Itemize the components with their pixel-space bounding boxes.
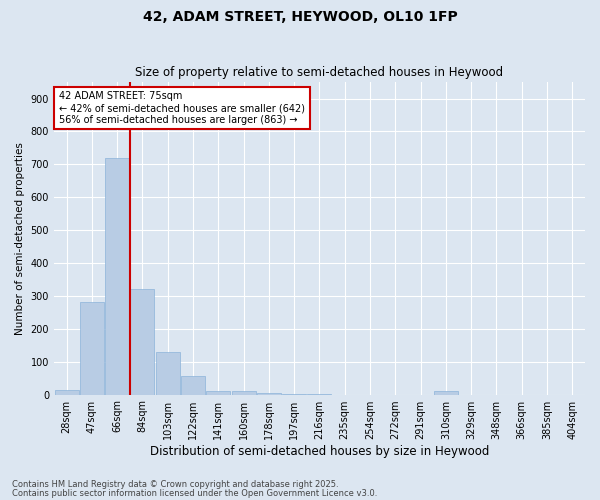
X-axis label: Distribution of semi-detached houses by size in Heywood: Distribution of semi-detached houses by … (150, 444, 489, 458)
Bar (257, 393, 281, 394)
Bar (80, 302, 104, 394)
Bar (55, 390, 79, 394)
Bar (181, 376, 205, 394)
Bar (232, 390, 256, 394)
Text: 42 ADAM STREET: 75sqm
← 42% of semi-detached houses are smaller (642)
56% of sem: 42 ADAM STREET: 75sqm ← 42% of semi-deta… (59, 92, 305, 124)
Bar (434, 392, 458, 394)
Title: Size of property relative to semi-detached houses in Heywood: Size of property relative to semi-detach… (136, 66, 503, 80)
Bar (156, 352, 180, 395)
Text: 42, ADAM STREET, HEYWOOD, OL10 1FP: 42, ADAM STREET, HEYWOOD, OL10 1FP (143, 10, 457, 24)
Bar (105, 158, 129, 394)
Text: Contains public sector information licensed under the Open Government Licence v3: Contains public sector information licen… (12, 489, 377, 498)
Bar (130, 290, 154, 395)
Bar (206, 390, 230, 394)
Y-axis label: Number of semi-detached properties: Number of semi-detached properties (15, 142, 25, 335)
Text: Contains HM Land Registry data © Crown copyright and database right 2025.: Contains HM Land Registry data © Crown c… (12, 480, 338, 489)
